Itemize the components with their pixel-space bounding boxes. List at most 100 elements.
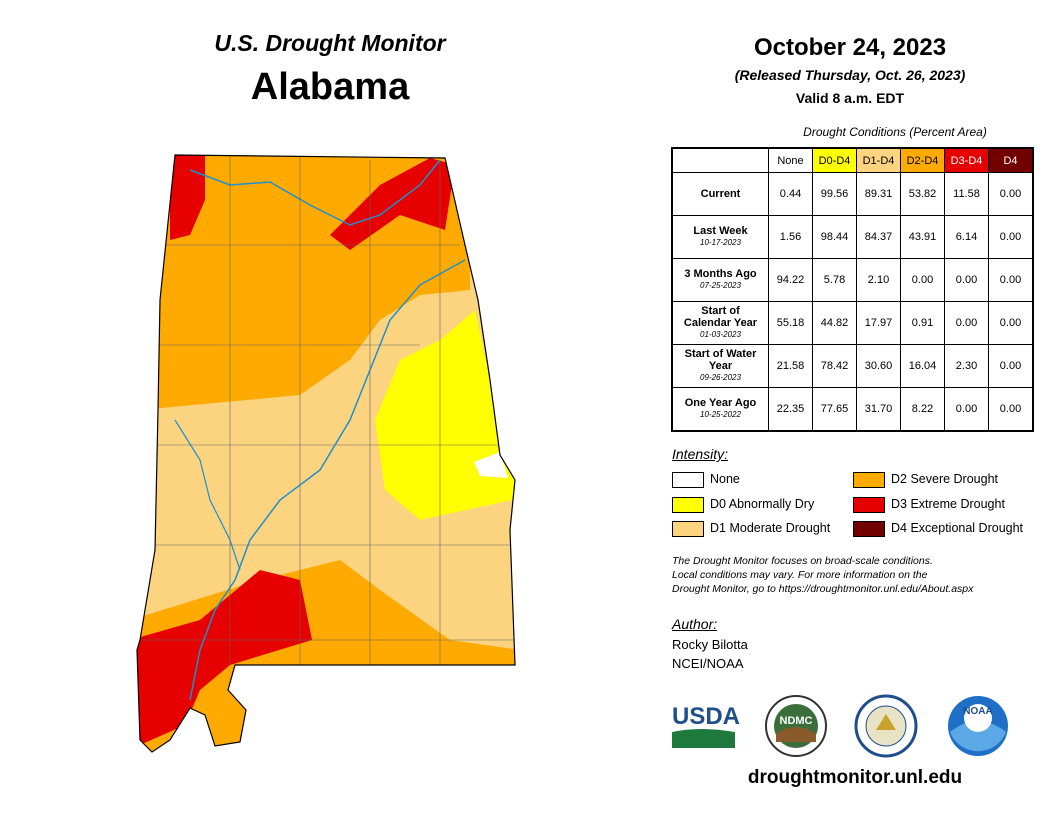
- cell: 0.44: [768, 172, 813, 216]
- row-date: 10-25-2022: [700, 410, 741, 419]
- row-name: Current: [700, 188, 741, 200]
- author-name: Rocky Bilotta: [672, 637, 748, 652]
- legend-label: D4 Exceptional Drought: [891, 521, 1024, 535]
- cell: 8.22: [900, 387, 945, 432]
- cell: 53.82: [900, 172, 945, 216]
- cell: 0.00: [988, 301, 1034, 345]
- data-row: One Year Ago 10-25-2022 22.35 77.65 31.70 8.2…: [671, 387, 1034, 432]
- legend-label: None: [710, 472, 740, 486]
- map: [136, 154, 516, 753]
- cell: 99.56: [812, 172, 857, 216]
- cell: 43.91: [900, 215, 945, 259]
- legend-label: D0 Abnormally Dry: [710, 496, 815, 511]
- legend-swatch: [672, 521, 704, 537]
- cell: 78.42: [812, 344, 857, 388]
- note-line: Drought Monitor, go to https://droughtmo…: [672, 583, 974, 595]
- state-title: Alabama: [250, 66, 410, 108]
- cell: 16.04: [900, 344, 945, 388]
- legend-swatch: [853, 496, 885, 513]
- row-date: 09-26-2023: [700, 373, 741, 382]
- cell: 77.65: [812, 387, 857, 432]
- cell: 1.56: [768, 215, 813, 259]
- data-row: Start of Water Year 09-26-2023 21.58 78.42 3…: [671, 344, 1034, 388]
- note-line: Local conditions may vary. For more info…: [672, 569, 928, 581]
- header-row: None D0-D4 D1-D4 D2-D4 D3-D4 D4: [672, 147, 1034, 173]
- column-header: D3-D4: [944, 147, 989, 173]
- cell: 44.82: [812, 301, 857, 345]
- data-row: 3 Months Ago 07-25-2023 94.22 5.78 2.10 0.00 0…: [671, 258, 1034, 302]
- row-name: One Year Ago: [684, 397, 757, 409]
- row-label: Last Week 10-17-2023: [671, 215, 769, 259]
- release-date: (Released Thursday, Oct. 26, 2023): [734, 67, 966, 83]
- legend-title: Intensity:: [672, 446, 729, 462]
- table-caption: Drought Conditions (Percent Area): [803, 125, 987, 139]
- legend-label: D2 Severe Drought: [891, 472, 999, 486]
- cell: 30.60: [856, 344, 901, 388]
- map-date: October 24, 2023: [753, 34, 947, 61]
- row-name: Last Week: [693, 225, 748, 237]
- stats-table: None D0-D4 D1-D4 D2-D4 D3-D4 D4 Current 0.44 99.…: [671, 147, 1034, 432]
- cell: 2.30: [944, 344, 989, 388]
- cell: 5.78: [812, 258, 857, 302]
- cell: 94.22: [768, 258, 813, 302]
- cell: 6.14: [944, 215, 989, 259]
- valid-time: Valid 8 a.m. EDT: [795, 90, 905, 106]
- column-header: None: [768, 147, 813, 173]
- cell: 0.00: [944, 387, 989, 432]
- cell: 84.37: [856, 215, 901, 259]
- cell: 0.00: [988, 344, 1034, 388]
- usda-logo: USDA: [672, 703, 740, 730]
- cell: 21.58: [768, 344, 813, 388]
- cell: 0.00: [944, 301, 989, 345]
- cell: 98.44: [812, 215, 857, 259]
- legend-label: D3 Extreme Drought: [891, 496, 1005, 511]
- row-name: 3 Months Ago: [684, 268, 757, 280]
- note: The Drought Monitor focuses on broad-sca…: [672, 554, 973, 596]
- data-row: Last Week 10-17-2023 1.56 98.44 84.37 43.91 6.…: [671, 215, 1034, 259]
- cell: 0.00: [988, 215, 1034, 259]
- cell: 0.00: [900, 258, 945, 302]
- row-label: Start of Calendar Year 01-03-2023: [671, 301, 769, 345]
- ndmc-logo: NDMC: [780, 715, 813, 727]
- cell: 55.18: [768, 301, 813, 345]
- column-header: D2-D4: [900, 147, 945, 173]
- cell: 2.10: [856, 258, 901, 302]
- row-date: 01-03-2023: [700, 330, 741, 339]
- row-label: One Year Ago 10-25-2022: [671, 387, 769, 432]
- data-row: Current 0.44 99.56 89.31 53.82 11.58 0.00: [671, 172, 1034, 216]
- cell: 22.35: [768, 387, 813, 432]
- legend-label: D1 Moderate Drought: [710, 521, 831, 535]
- row-label: Start of Water Year 09-26-2023: [671, 344, 769, 388]
- row-label: Current: [671, 172, 769, 216]
- cell: 31.70: [856, 387, 901, 432]
- cell: 0.00: [988, 387, 1034, 432]
- row-date: 10-17-2023: [700, 238, 741, 247]
- program-title: U.S. Drought Monitor: [214, 30, 446, 56]
- column-header: D0-D4: [812, 147, 857, 173]
- legend-swatch: [672, 472, 704, 488]
- legend-swatch: [853, 521, 885, 537]
- legend-swatch: [672, 496, 704, 513]
- column-header: D4: [988, 147, 1034, 173]
- legend-swatch: [853, 472, 885, 488]
- column-header: D1-D4: [856, 147, 901, 173]
- note-line: The Drought Monitor focuses on broad-sca…: [672, 555, 933, 567]
- corner-cell: [672, 148, 769, 173]
- cell: 0.00: [944, 258, 989, 302]
- cell: 0.00: [988, 258, 1034, 302]
- logos: USDA NDMC NOAA: [672, 694, 1008, 758]
- row-name: Start of Water Year: [684, 348, 757, 372]
- cell: 0.00: [988, 172, 1034, 216]
- cell: 89.31: [856, 172, 901, 216]
- row-date: 07-25-2023: [700, 281, 741, 290]
- author-title: Author:: [672, 616, 718, 632]
- cell: 11.58: [944, 172, 989, 216]
- website: droughtmonitor.unl.edu: [747, 767, 963, 788]
- row-label: 3 Months Ago 07-25-2023: [671, 258, 769, 302]
- data-row: Start of Calendar Year 01-03-2023 55.18 44.…: [671, 301, 1034, 345]
- row-name: Start of Calendar Year: [683, 305, 758, 329]
- cell: 17.97: [856, 301, 901, 345]
- noaa-logo: NOAA: [963, 706, 992, 717]
- author-org: NCEI/NOAA: [672, 656, 744, 671]
